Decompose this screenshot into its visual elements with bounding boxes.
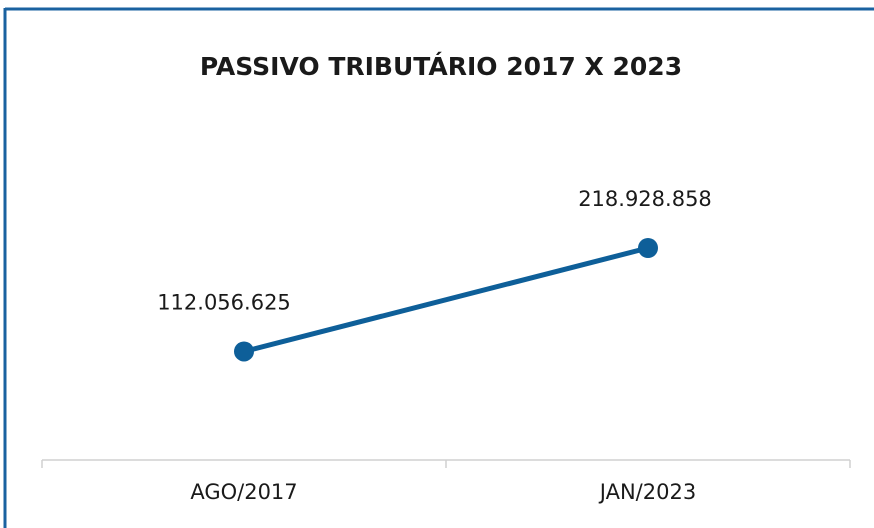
chart-title: PASSIVO TRIBUTÁRIO 2017 X 2023 [200, 52, 682, 81]
point [234, 341, 254, 362]
value-label: 112.056.625 [157, 290, 291, 314]
point [638, 238, 658, 258]
x-tick-label: AGO/2017 [190, 480, 297, 504]
value-label: 218.928.858 [578, 187, 712, 211]
line [243, 245, 649, 354]
x-tick-label: JAN/2023 [598, 480, 696, 504]
